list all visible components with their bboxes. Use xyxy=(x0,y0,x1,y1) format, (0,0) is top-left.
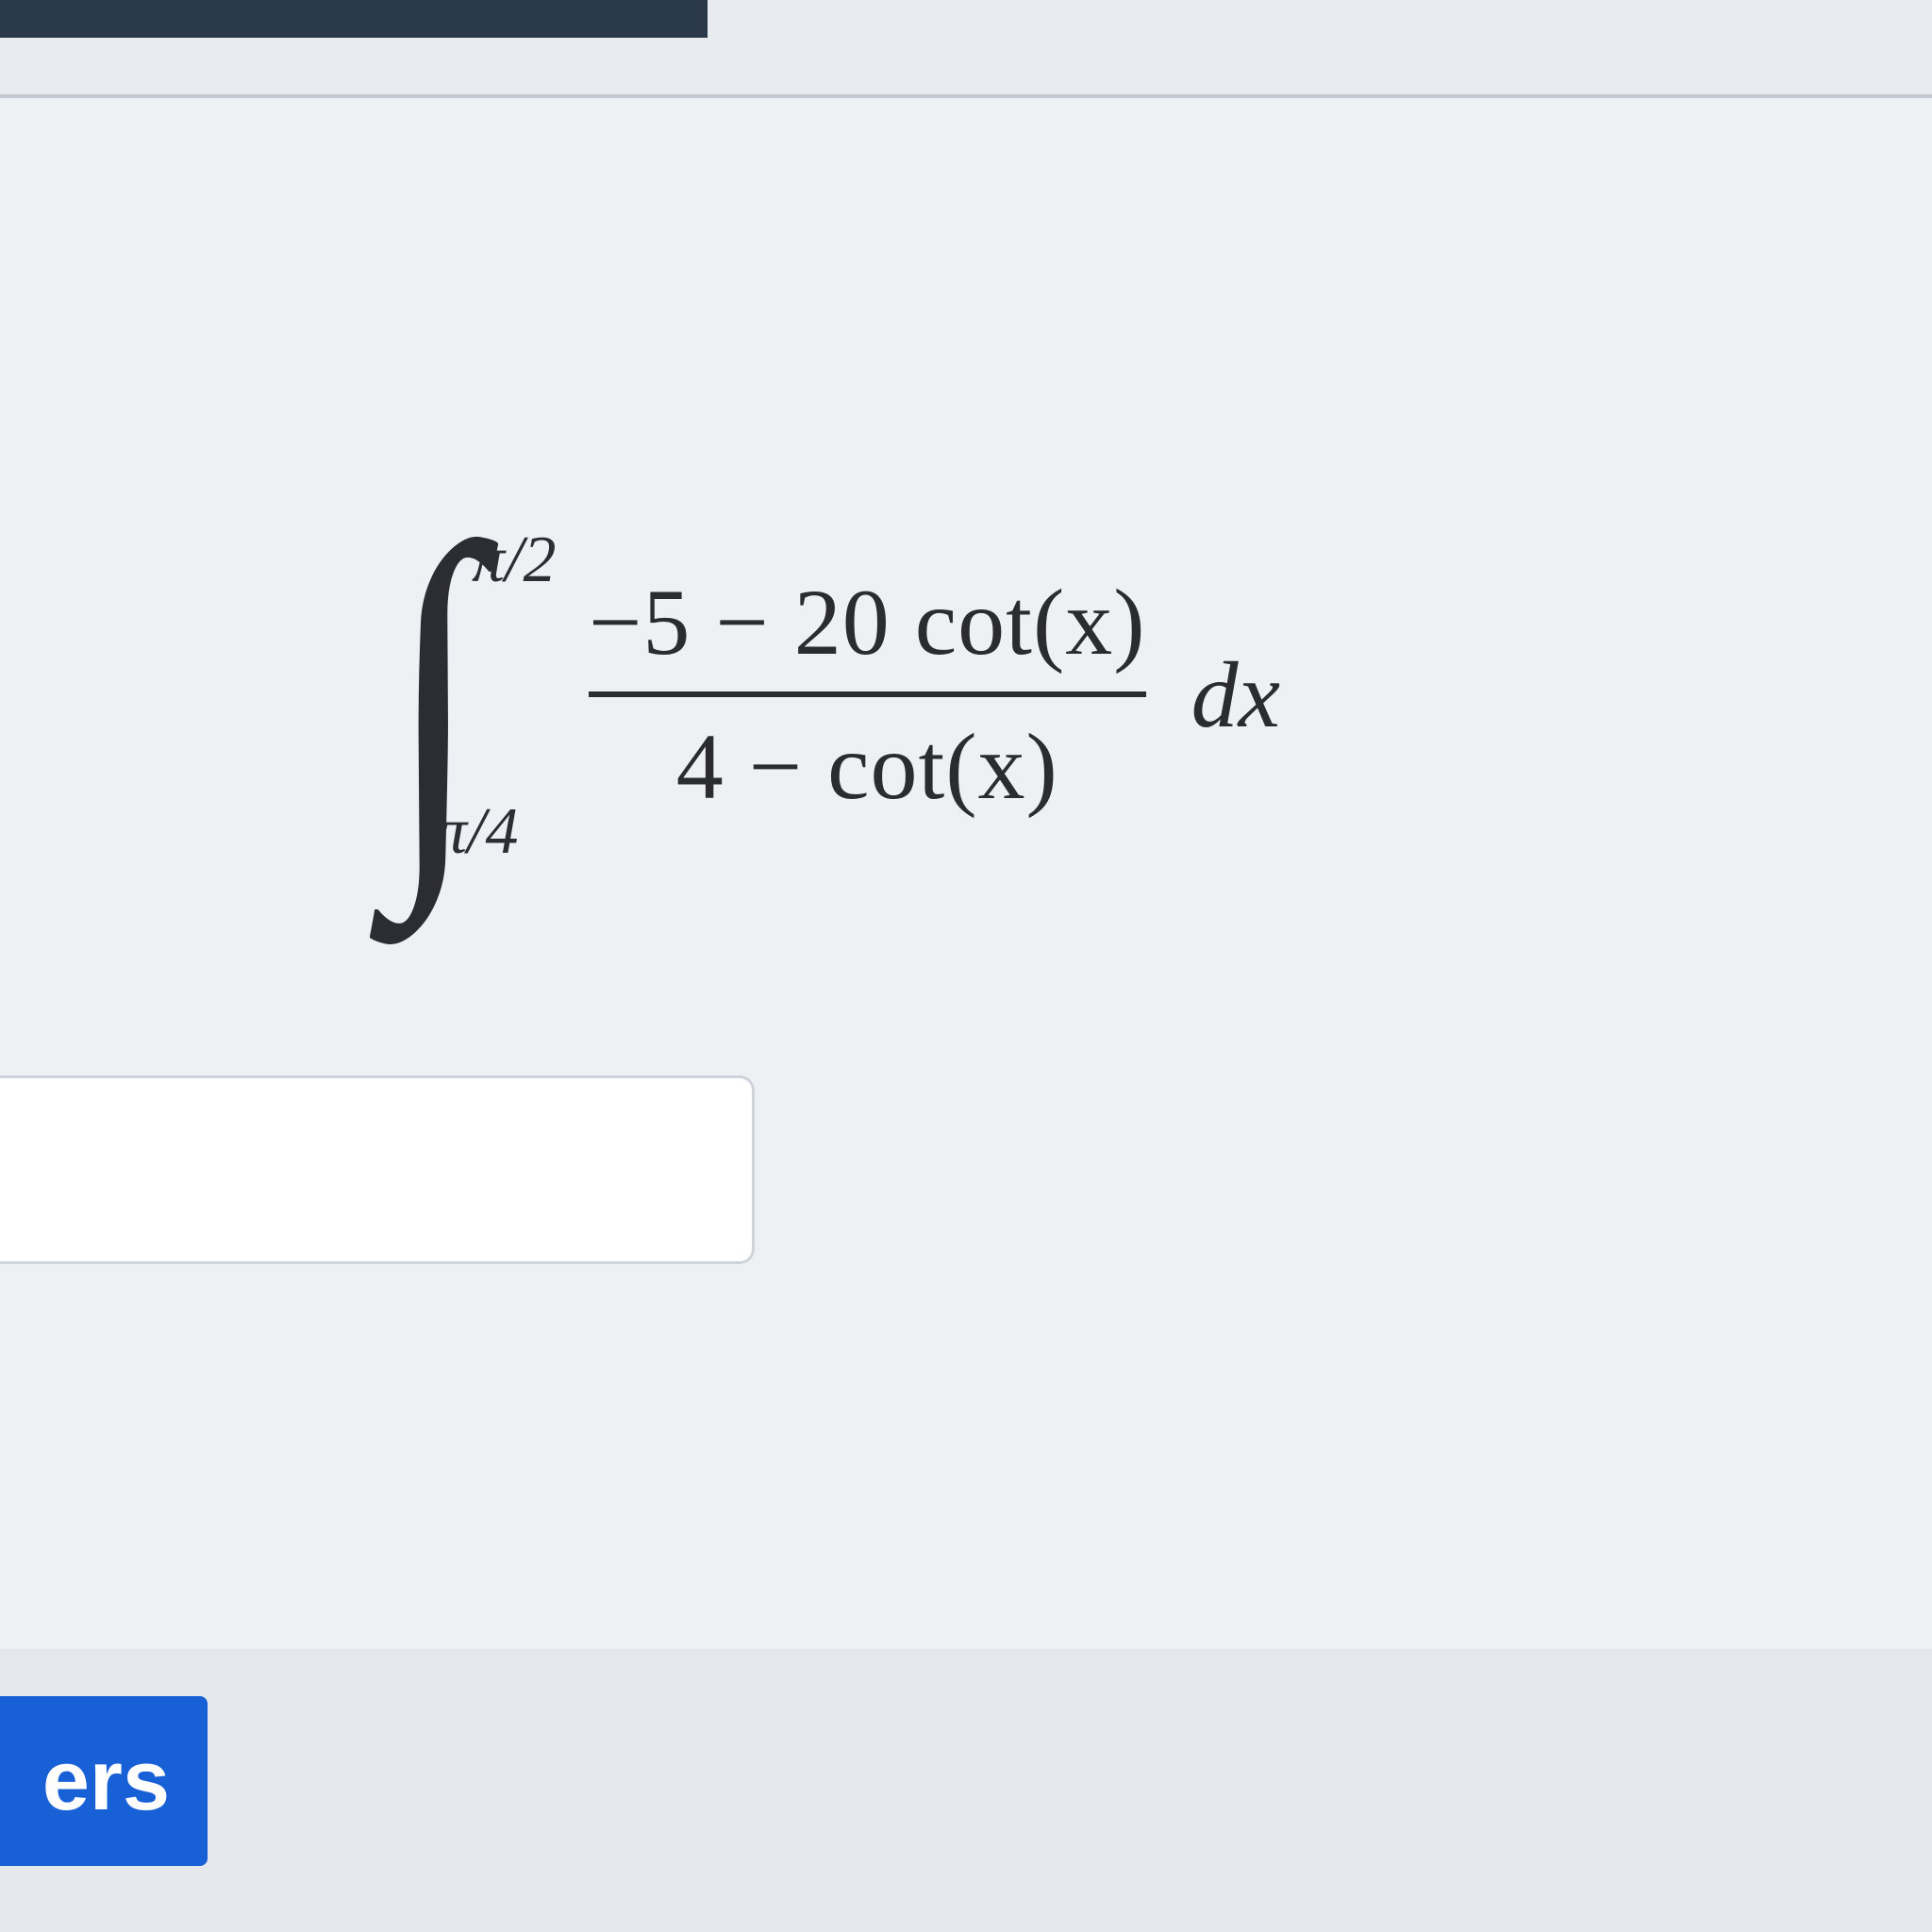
integral-lower-limit: π/4 xyxy=(434,794,519,870)
fraction-bar xyxy=(589,691,1146,697)
integrand-fraction: −5 − 20 cot(x) 4 − cot(x) xyxy=(589,568,1146,821)
submit-button-label: ers xyxy=(42,1733,170,1830)
fraction-numerator: −5 − 20 cot(x) xyxy=(589,568,1146,676)
fraction-denominator: 4 − cot(x) xyxy=(676,712,1058,821)
differential: dx xyxy=(1191,641,1280,749)
integral-expression: π/2 ∫ π/4 −5 − 20 cot(x) 4 − cot(x) dx xyxy=(340,528,1679,860)
question-content-area xyxy=(0,98,1932,1649)
integral-symbol-block: π/2 ∫ π/4 xyxy=(340,528,528,860)
answer-input[interactable] xyxy=(0,1075,755,1264)
lower-band xyxy=(0,1649,1932,1932)
integral-upper-limit: π/2 xyxy=(472,523,557,598)
submit-button-fragment[interactable]: ers xyxy=(0,1696,208,1866)
browser-tab-fragment xyxy=(0,0,708,38)
